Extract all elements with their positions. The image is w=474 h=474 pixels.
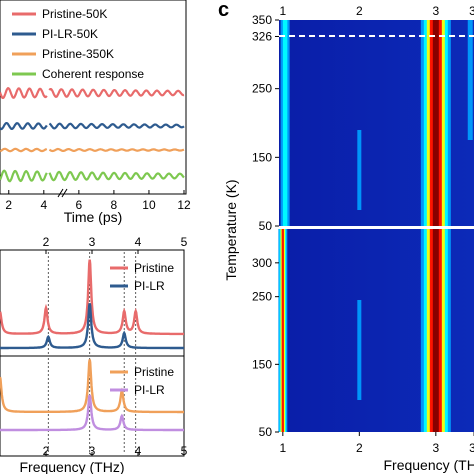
time-traces-frame [0,0,187,195]
time-x-axis-label: Time (ps) [64,209,123,225]
spectrum-pi-lr [0,394,184,432]
time-x-tick-label: 8 [111,198,118,212]
spectra-bottom-x-ticks: 2 3 4 5 [43,444,188,458]
heatmap-band-3-5thz [467,20,473,140]
heatmap-top-tick-label: 3 [432,4,439,18]
heatmap-bottom-tick-label: 3 [432,441,439,455]
heatmap-top-tick-label: 3. [469,4,474,18]
heatmap-y-tick-label: 350 [252,13,272,27]
heatmap-top-tick-label: 2 [356,4,363,18]
heatmap-y-tick-label: 250 [252,82,272,96]
heatmap-upper-y-ticks: 350 326 250 150 50 [252,13,279,233]
time-trace-coherent-response [0,169,185,183]
heatmap-top-tick-label: 1 [279,4,286,18]
heatmap-band-1thz [281,229,284,432]
time-x-tick-label: 4 [40,198,47,212]
spectrum-pristine [0,259,184,336]
heatmap-lower [278,229,474,432]
time-x-tick-label: 12 [177,198,191,212]
time-x-tick-label: 2 [5,198,12,212]
legend-label-coherent-response: Coherent response [42,67,144,81]
heatmap-band-2thz [357,300,362,400]
panel-letter-c: c [218,0,229,21]
time-x-tick-label: 10 [142,198,156,212]
legend-label-pi-lr-top: PI-LR [134,279,165,293]
spectra-top-layer [0,252,184,354]
time-x-ticks: 2 4 6 8 10 12 [5,190,191,212]
heatmap-bottom-x-ticks: 1 2 3 3. [279,432,474,455]
spectra-top-x-ticks: 2 3 4 5 [43,235,188,254]
legend-label-pi-lr-bottom: PI-LR [134,383,165,397]
heatmap-y-tick-label: 150 [252,150,272,164]
time-series-layer [0,87,185,183]
spectra-bottom-legend: Pristine PI-LR [110,365,174,397]
heatmap-y-tick-label: 250 [252,290,272,304]
heatmap-y-tick-label: 150 [252,357,272,371]
heatmap-lower-y-ticks: 300 250 150 50 [252,256,279,439]
axis-break-mark [57,188,68,198]
legend-label-pristine-top: Pristine [134,261,174,275]
spectra-bottom-layer [0,358,184,454]
spectrum-pristine [0,359,184,414]
spectra-top-tick-label: 4 [135,235,142,249]
heatmap-y-axis-label: Temperature (K) [223,179,239,280]
heatmap-band-3thz [432,229,439,432]
heatmap-band-3thz [432,20,439,226]
heatmap-bottom-tick-label: 2 [356,441,363,455]
spectra-top-legend: Pristine PI-LR [110,261,174,293]
heatmap-y-tick-label: 326 [252,29,272,43]
time-trace-pristine-50k [0,87,185,99]
time-legend: Pristine-50K PI-LR-50K Pristine-350K Coh… [12,7,144,81]
spectra-bottom-tick-label: 2 [43,444,50,458]
legend-label-pi-lr-50k: PI-LR-50K [42,27,98,41]
heatmap-y-tick-label: 300 [252,256,272,270]
heatmap-y-tick-label: 50 [259,425,273,439]
time-trace-pi-lr-50k [0,122,185,131]
time-trace-pristine-350k [0,147,185,153]
legend-label-pristine-bottom: Pristine [134,365,174,379]
spectra-bottom-tick-label: 3 [89,444,96,458]
legend-label-pristine-350k: Pristine-350K [42,47,114,61]
heatmap-lower-layer [278,229,451,432]
time-x-tick-label: 6 [76,198,83,212]
heatmap-upper [279,20,474,226]
spectra-top-tick-label: 3 [89,235,96,249]
spectra-top-tick-label: 2 [43,235,50,249]
legend-label-pristine-50k: Pristine-50K [42,7,107,21]
heatmap-y-tick-label: 50 [259,219,273,233]
spectrum-pi-lr [0,303,184,350]
spectra-bottom-tick-label: 5 [181,444,188,458]
heatmap-bottom-tick-label: 1 [279,441,286,455]
heatmap-band-1thz [282,20,288,226]
heatmap-band-2thz [357,130,362,210]
spectra-bottom-tick-label: 4 [135,444,142,458]
spectra-top-tick-label: 5 [181,235,188,249]
spectra-x-axis-label: Frequency (THz) [19,459,124,474]
time-traces-panel: 2 4 6 8 10 12 Time (ps) Pristine-50K PI-LR-50… [0,0,191,225]
heatmap-x-axis-label: Frequency (THz) [383,457,474,473]
heatmap-upper-layer [280,20,473,226]
heatmap-bottom-tick-label: 3. [469,441,474,455]
